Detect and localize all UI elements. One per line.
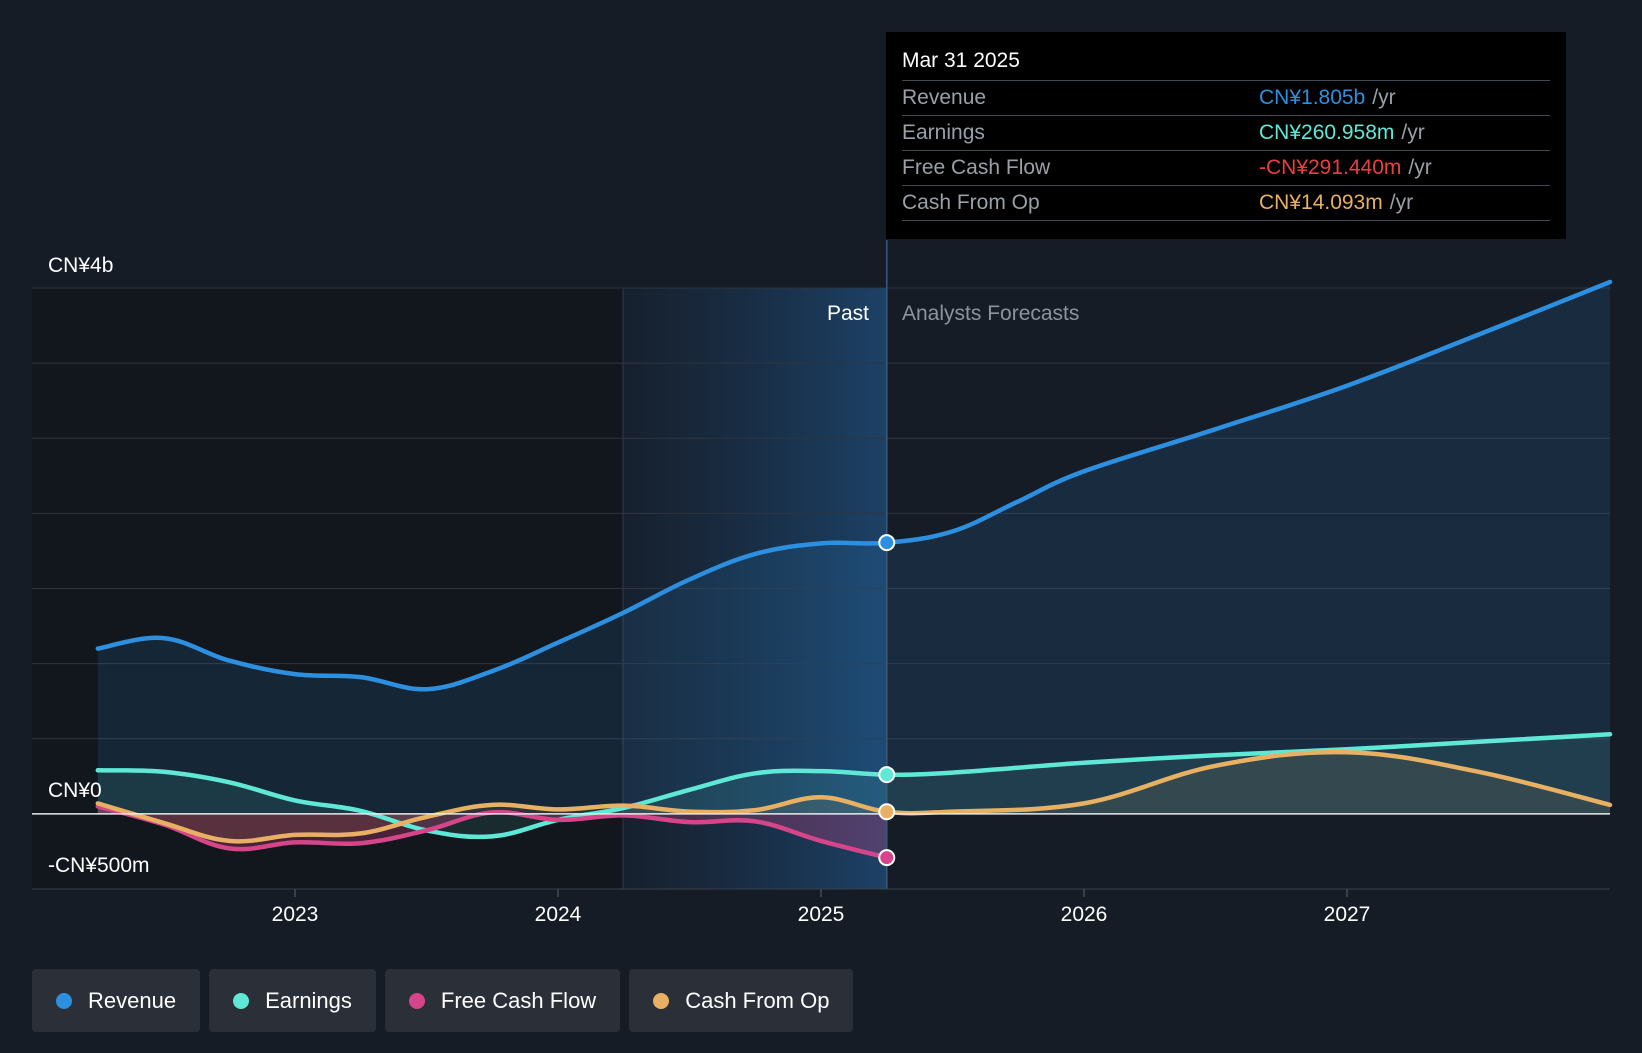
free-cash-flow-line bbox=[95, 804, 889, 860]
tooltip: Mar 31 2025 Revenue CN¥1.805b /yr Earnin… bbox=[886, 32, 1566, 239]
legend-label: Revenue bbox=[88, 987, 177, 1013]
tooltip-label: Earnings bbox=[902, 121, 985, 144]
cash-from-op-area bbox=[97, 752, 1610, 842]
free-cash-flow-area bbox=[97, 806, 887, 858]
earnings-highlight-point bbox=[878, 766, 896, 784]
cash-from-op-highlight-point bbox=[878, 803, 896, 821]
x-tick-label: 2024 bbox=[535, 903, 582, 926]
earnings-dot-icon bbox=[233, 992, 250, 1009]
tooltip-value: -CN¥291.440m bbox=[1259, 156, 1402, 179]
tooltip-value: CN¥1.805b bbox=[1259, 86, 1366, 109]
earnings-line bbox=[95, 731, 1613, 840]
tooltip-row-revenue: Revenue CN¥1.805b /yr bbox=[902, 81, 1550, 116]
past-label: Past bbox=[827, 302, 869, 325]
revenue-area bbox=[97, 282, 1610, 814]
tooltip-value: CN¥260.958m bbox=[1259, 121, 1395, 144]
y-label-top: CN¥4b bbox=[48, 254, 113, 277]
tooltip-unit: /yr bbox=[1408, 156, 1432, 179]
x-tick-label: 2026 bbox=[1061, 903, 1108, 926]
tooltip-unit: /yr bbox=[1401, 121, 1425, 144]
y-label-bottom: -CN¥500m bbox=[48, 854, 150, 877]
legend: Revenue Earnings Free Cash Flow Cash Fro… bbox=[32, 969, 862, 1032]
legend-label: Earnings bbox=[265, 987, 352, 1013]
legend-item-revenue[interactable]: Revenue bbox=[32, 969, 201, 1032]
tooltip-value: CN¥14.093m bbox=[1259, 191, 1383, 214]
free-cash-flow-highlight-point bbox=[878, 849, 896, 867]
cash-from-op-dot-icon bbox=[653, 992, 670, 1009]
forecast-label: Analysts Forecasts bbox=[902, 302, 1079, 325]
tooltip-label: Cash From Op bbox=[902, 191, 1040, 214]
tooltip-unit: /yr bbox=[1389, 191, 1414, 214]
revenue-line bbox=[95, 279, 1613, 692]
legend-item-free-cash-flow[interactable]: Free Cash Flow bbox=[384, 969, 621, 1032]
legend-label: Cash From Op bbox=[685, 987, 830, 1013]
free-cash-flow-dot-icon bbox=[408, 992, 425, 1009]
earnings-area bbox=[97, 734, 1610, 837]
y-label-zero: CN¥0 bbox=[48, 779, 102, 802]
tooltip-label: Revenue bbox=[902, 86, 987, 109]
legend-label: Free Cash Flow bbox=[440, 987, 597, 1013]
x-tick-label: 2025 bbox=[798, 903, 845, 926]
tooltip-unit: /yr bbox=[1372, 86, 1396, 109]
revenue-dot-icon bbox=[56, 992, 72, 1009]
tooltip-date: Mar 31 2025 bbox=[902, 46, 1550, 81]
revenue-highlight-point bbox=[878, 534, 896, 552]
tooltip-row-cash-from-op: Cash From Op CN¥14.093m /yr bbox=[902, 186, 1550, 221]
tooltip-row-earnings: Earnings CN¥260.958m /yr bbox=[902, 116, 1550, 151]
tooltip-row-free-cash-flow: Free Cash Flow -CN¥291.440m /yr bbox=[902, 151, 1550, 186]
legend-item-cash-from-op[interactable]: Cash From Op bbox=[629, 969, 854, 1032]
x-tick-label: 2027 bbox=[1324, 903, 1371, 926]
x-tick-label: 2023 bbox=[272, 903, 319, 926]
legend-item-earnings[interactable]: Earnings bbox=[209, 969, 376, 1032]
cash-from-op-line bbox=[95, 749, 1613, 844]
tooltip-label: Free Cash Flow bbox=[902, 156, 1051, 179]
